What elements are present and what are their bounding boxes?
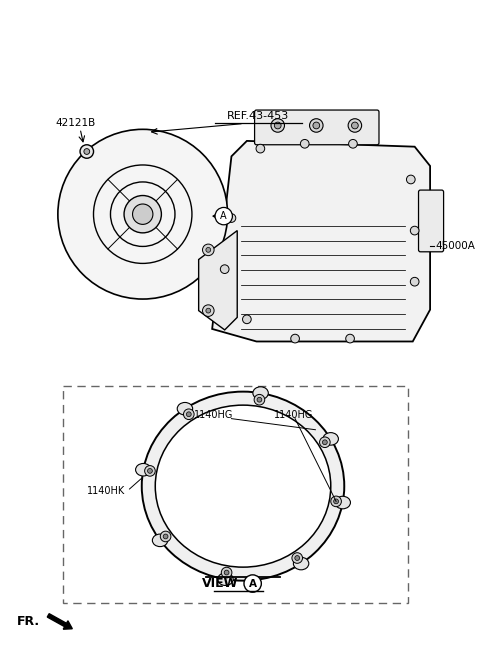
Circle shape — [215, 208, 232, 225]
Circle shape — [124, 196, 161, 233]
Ellipse shape — [218, 573, 233, 586]
FancyBboxPatch shape — [254, 110, 379, 145]
Circle shape — [257, 398, 262, 402]
Circle shape — [300, 140, 309, 148]
Circle shape — [331, 496, 341, 507]
Circle shape — [291, 334, 300, 343]
Ellipse shape — [152, 534, 168, 547]
Text: 45000A: 45000A — [436, 240, 476, 250]
Text: FR.: FR. — [17, 614, 40, 627]
Text: 1140HG: 1140HG — [194, 410, 233, 420]
Circle shape — [224, 570, 229, 575]
Circle shape — [323, 440, 327, 445]
Circle shape — [295, 555, 300, 561]
Circle shape — [186, 412, 191, 417]
Circle shape — [147, 468, 152, 474]
Circle shape — [313, 122, 320, 129]
Bar — [63, 386, 408, 603]
Polygon shape — [199, 231, 237, 330]
Circle shape — [80, 145, 94, 159]
Circle shape — [346, 334, 354, 343]
Circle shape — [132, 204, 153, 225]
Ellipse shape — [253, 387, 268, 400]
Text: 42121B: 42121B — [55, 118, 96, 128]
Circle shape — [348, 119, 361, 132]
Circle shape — [227, 214, 236, 223]
Ellipse shape — [177, 402, 192, 415]
Circle shape — [254, 394, 265, 405]
Circle shape — [203, 244, 214, 255]
Circle shape — [275, 122, 281, 129]
Circle shape — [292, 553, 302, 563]
Circle shape — [144, 466, 155, 476]
Text: 1140HG: 1140HG — [274, 410, 313, 420]
Text: VIEW: VIEW — [202, 577, 238, 590]
Circle shape — [271, 119, 285, 132]
Circle shape — [310, 119, 323, 132]
Circle shape — [410, 277, 419, 286]
Circle shape — [320, 437, 330, 447]
Text: A: A — [249, 578, 257, 589]
Circle shape — [256, 144, 264, 153]
Circle shape — [244, 575, 261, 592]
Ellipse shape — [58, 129, 228, 299]
Ellipse shape — [293, 557, 309, 570]
Circle shape — [160, 531, 171, 542]
Circle shape — [163, 534, 168, 539]
Ellipse shape — [323, 432, 338, 445]
Polygon shape — [212, 141, 430, 341]
Text: 1140HK: 1140HK — [87, 486, 125, 496]
Circle shape — [183, 409, 194, 420]
Circle shape — [351, 122, 358, 129]
Circle shape — [206, 309, 211, 313]
Circle shape — [407, 175, 415, 184]
FancyBboxPatch shape — [419, 190, 444, 252]
Circle shape — [334, 499, 338, 504]
Text: A: A — [220, 211, 227, 221]
Circle shape — [220, 265, 229, 274]
Circle shape — [206, 248, 211, 252]
Circle shape — [242, 315, 251, 324]
Ellipse shape — [155, 405, 331, 567]
Circle shape — [84, 149, 90, 155]
Text: REF.43-453: REF.43-453 — [228, 111, 289, 121]
Circle shape — [221, 567, 232, 578]
Ellipse shape — [335, 496, 350, 509]
Circle shape — [348, 140, 357, 148]
FancyArrow shape — [48, 614, 72, 629]
Circle shape — [203, 305, 214, 316]
Ellipse shape — [135, 464, 151, 476]
Circle shape — [410, 226, 419, 235]
Ellipse shape — [142, 392, 344, 580]
